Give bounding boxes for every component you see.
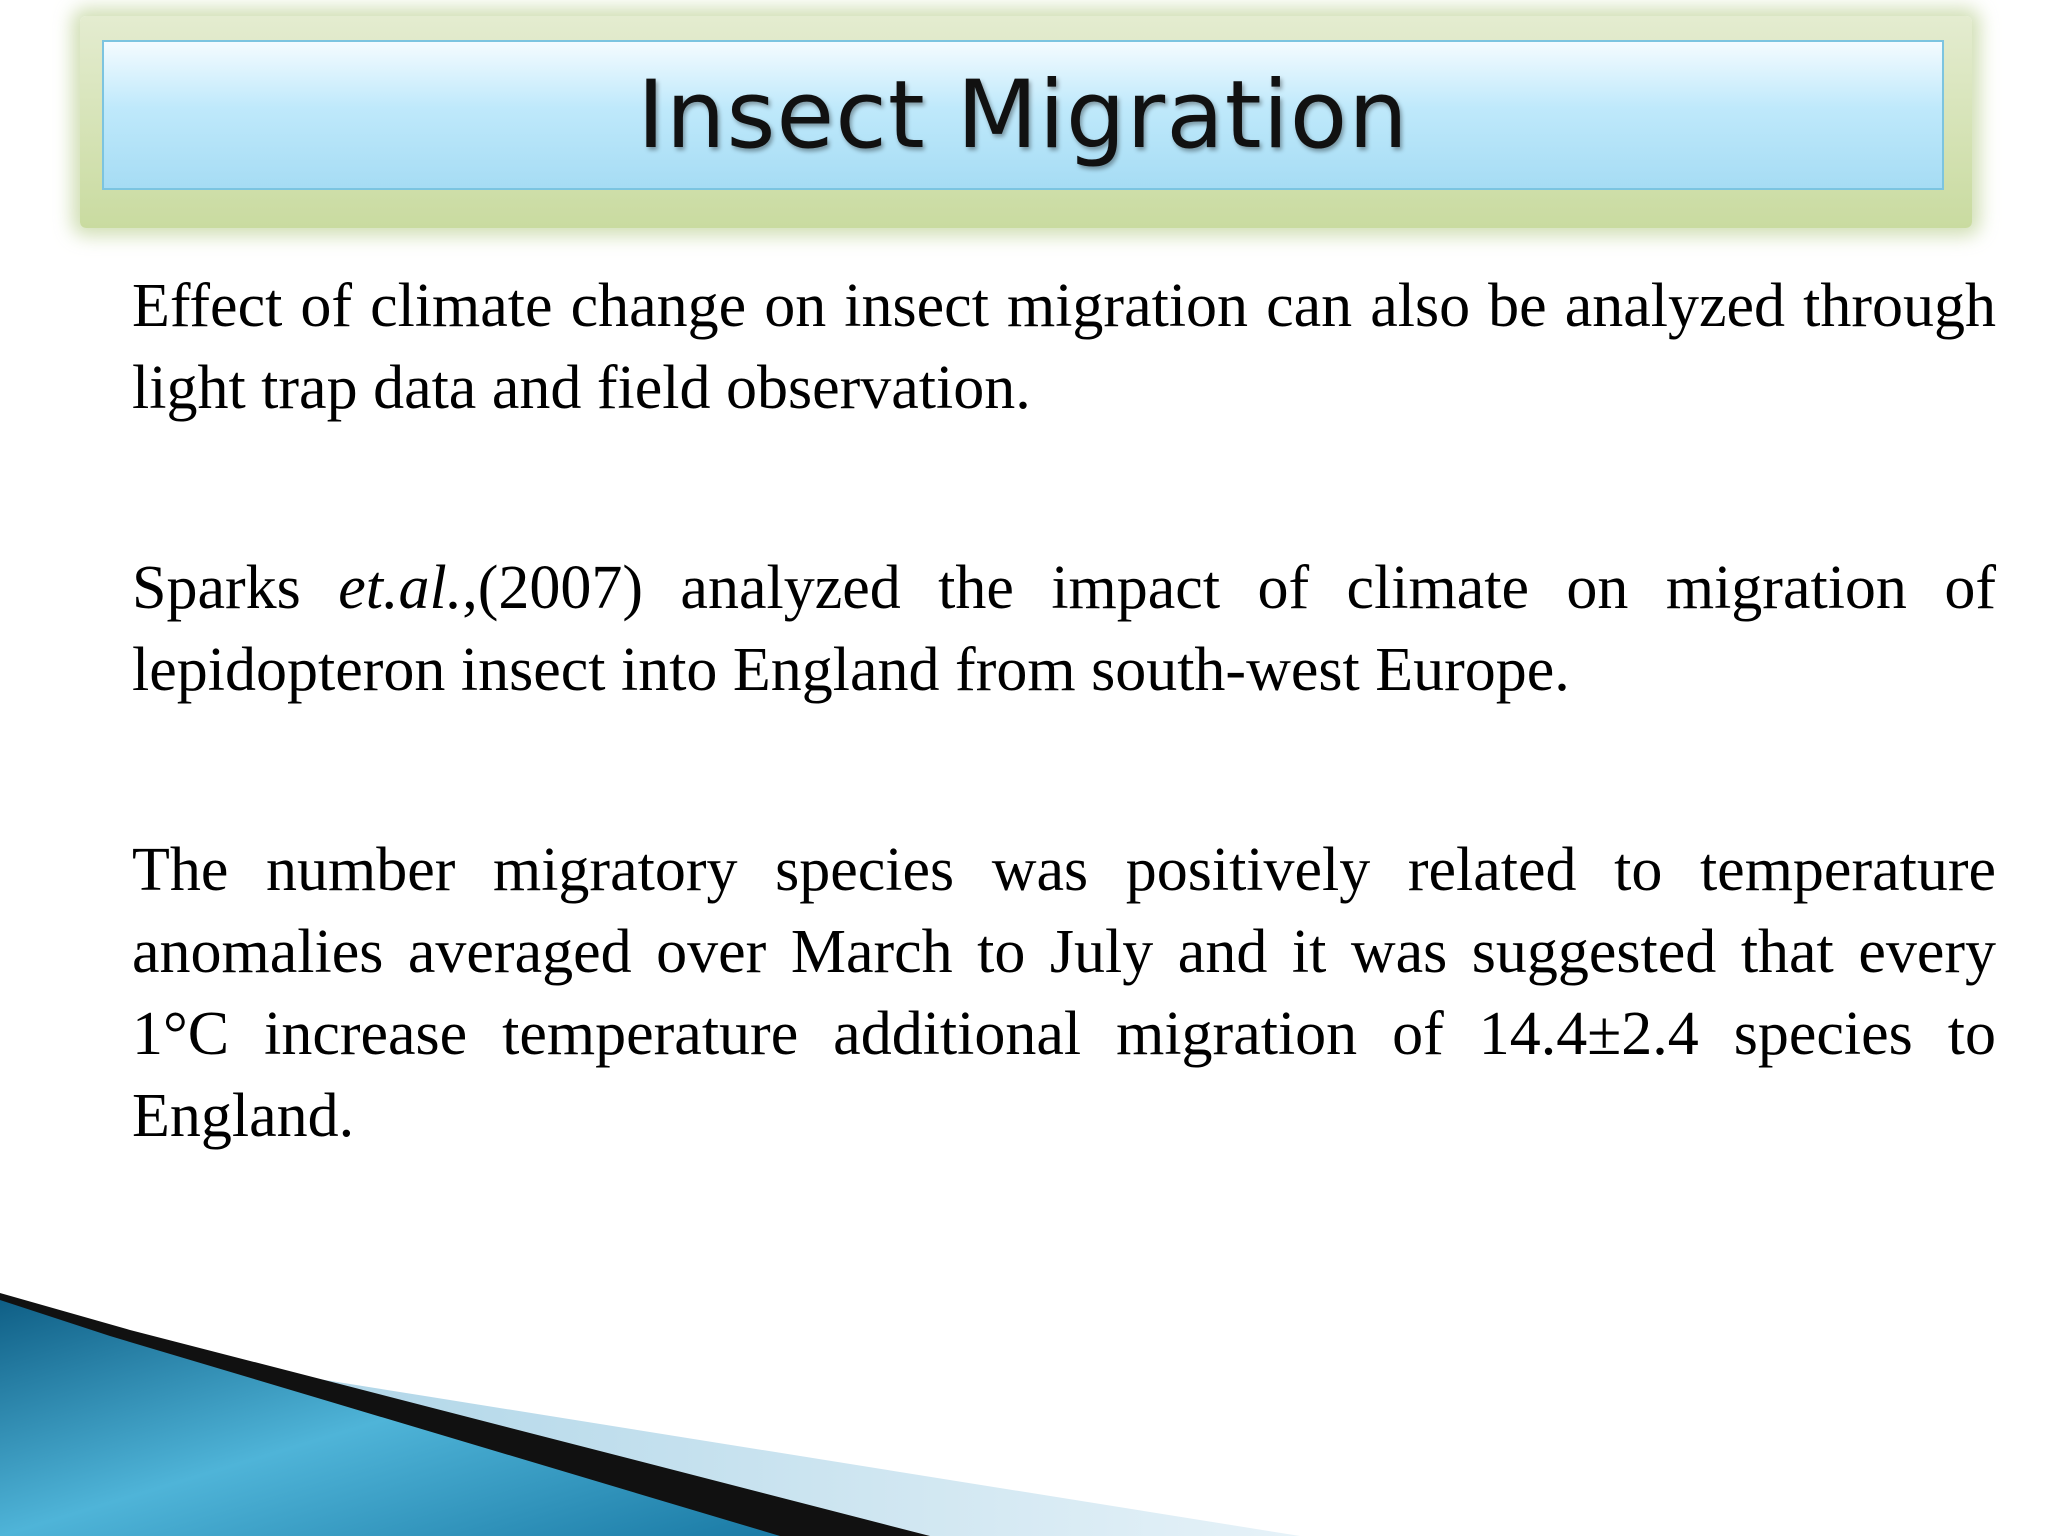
slide-title: Insect Migration bbox=[637, 60, 1409, 170]
slide-body: Effect of climate change on insect migra… bbox=[132, 265, 1996, 1275]
paragraph: Sparks et.al.,(2007) analyzed the impact… bbox=[132, 547, 1996, 711]
paragraph: The number migratory species was positiv… bbox=[132, 829, 1996, 1157]
blue-swoosh bbox=[0, 1300, 780, 1536]
text-run: The number migratory species was positiv… bbox=[132, 836, 1996, 1150]
text-run: Effect of climate change on insect migra… bbox=[132, 272, 1996, 422]
text-run: et.al. bbox=[338, 554, 463, 622]
title-bar: Insect Migration bbox=[102, 40, 1944, 190]
text-run: ,(2007) analyzed the impact of climate o… bbox=[132, 554, 1997, 704]
paragraph: Effect of climate change on insect migra… bbox=[132, 265, 1996, 429]
text-run: Sparks bbox=[132, 554, 339, 622]
